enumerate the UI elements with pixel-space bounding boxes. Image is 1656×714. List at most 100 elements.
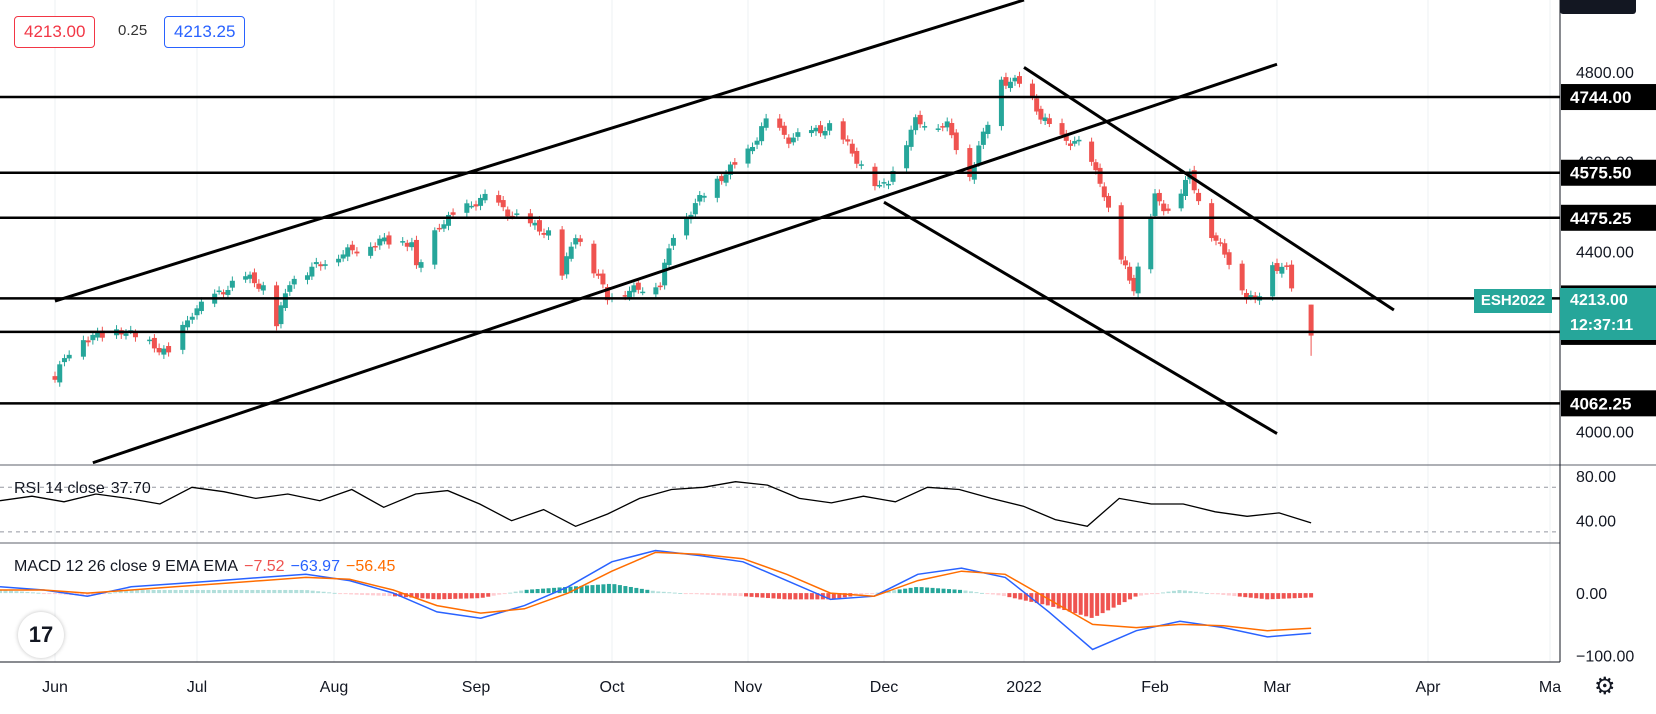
macd-histogram-bar [925, 587, 930, 594]
macd-histogram-bar [1292, 593, 1297, 599]
macd-histogram-bar [1007, 593, 1012, 598]
macd-histogram-bar [886, 591, 891, 594]
candle-body [432, 230, 438, 265]
candle-body [913, 117, 919, 131]
macd-histogram-bar [804, 593, 809, 600]
macd-histogram-bar [1276, 593, 1281, 599]
candle-body [1063, 133, 1069, 141]
candle-body [935, 128, 941, 130]
candle-body [482, 193, 488, 201]
macd-histogram-bar [1215, 593, 1220, 595]
candle-body [759, 126, 765, 142]
candle-body [1097, 167, 1103, 184]
macd-histogram-bar [179, 589, 184, 594]
candle-body [818, 125, 824, 134]
macd-histogram-bar [914, 587, 919, 594]
candle-body [1222, 243, 1228, 255]
macd-histogram-bar [1073, 593, 1078, 614]
macd-histogram-bar [541, 588, 546, 594]
candle-body [876, 185, 882, 187]
candle-body [372, 246, 378, 248]
macd-histogram-bar [606, 583, 611, 594]
candle-body [732, 162, 738, 165]
macd-histogram-bar [41, 593, 46, 595]
macd-histogram-bar [798, 593, 803, 600]
macd-histogram-bar [639, 588, 644, 594]
candle-body [468, 205, 474, 208]
candle-body [1038, 108, 1044, 120]
candle-body [1248, 295, 1254, 298]
macd-histogram-bar [365, 593, 370, 596]
macd-histogram-bar [140, 589, 145, 594]
candle-body [247, 274, 253, 279]
macd-histogram-bar [689, 593, 694, 595]
candle-body [697, 195, 703, 202]
candle-body [381, 237, 387, 242]
macd-histogram-bar [513, 591, 518, 594]
candle-body [57, 364, 63, 383]
macd-histogram-bar [63, 593, 68, 595]
symbol-badge[interactable]: ESH2022 [1474, 289, 1552, 313]
macd-histogram-bar [475, 593, 480, 599]
candle-body [604, 287, 610, 301]
macd-histogram-bar [568, 586, 573, 594]
candle-body [727, 164, 733, 175]
tradingview-logo-icon[interactable]: 17 [18, 612, 64, 658]
ask-price-badge[interactable]: 4213.25 [164, 16, 246, 48]
candle-body [413, 239, 419, 266]
macd-histogram-bar [1012, 593, 1017, 599]
candle-body [998, 79, 1004, 127]
candle-body [151, 337, 157, 349]
rsi-axis-tick: 80.00 [1576, 469, 1616, 486]
macd-histogram-bar [146, 589, 151, 594]
macd-histogram-bar [634, 587, 639, 594]
macd-histogram-bar [1160, 592, 1165, 594]
macd-histogram-bar [250, 589, 255, 594]
macd-histogram-bar [722, 593, 727, 596]
macd-histogram-bar [941, 588, 946, 594]
candle-body [80, 340, 86, 357]
macd-histogram-bar [1199, 592, 1204, 594]
candle-body [1156, 192, 1162, 202]
macd-histogram-bar [590, 585, 595, 594]
macd-histogram-bar [332, 592, 337, 594]
candle-body [1239, 263, 1245, 291]
macd-histogram-bar [1226, 593, 1231, 596]
macd-histogram-bar [936, 588, 941, 594]
bid-price-badge[interactable]: 4213.00 [14, 16, 96, 48]
candle-body [622, 295, 628, 297]
macd-histogram-bar [118, 591, 123, 594]
macd-histogram-bar [650, 590, 655, 594]
time-axis-tick: Nov [734, 679, 762, 696]
macd-histogram-bar [579, 585, 584, 594]
macd-histogram-bar [168, 589, 173, 594]
macd-histogram-bar [1067, 593, 1072, 612]
candle-body [229, 280, 235, 288]
candle-body [1213, 235, 1219, 241]
level-price-label: 4062.25 [1570, 394, 1631, 413]
macd-histogram-bar [266, 589, 271, 594]
candle-body [600, 273, 606, 285]
gear-icon[interactable]: ⚙ [1594, 673, 1616, 700]
candle-body [781, 125, 787, 135]
macd-histogram-bar [283, 589, 288, 594]
candle-body [627, 290, 633, 298]
candle-body [1284, 265, 1290, 267]
macd-histogram-bar [985, 593, 990, 595]
macd-histogram-bar [1117, 593, 1122, 605]
candle-body [967, 148, 973, 177]
candle-body [313, 262, 319, 265]
macd-histogram-bar [398, 593, 403, 597]
price-axis-tick: 4000.00 [1576, 424, 1634, 441]
macd-histogram-bar [1034, 593, 1039, 604]
candle-body [872, 166, 878, 187]
rsi-legend[interactable]: RSI 14 close 37.70 [14, 480, 157, 498]
macd-legend[interactable]: MACD 12 26 close 9 EMA EMA −7.52 −63.97 −56… [14, 558, 401, 576]
candle-body [132, 332, 138, 338]
macd-histogram-bar [524, 589, 529, 594]
macd-histogram-bar [338, 593, 343, 595]
candle-body [322, 264, 328, 266]
candle-body [723, 174, 729, 183]
